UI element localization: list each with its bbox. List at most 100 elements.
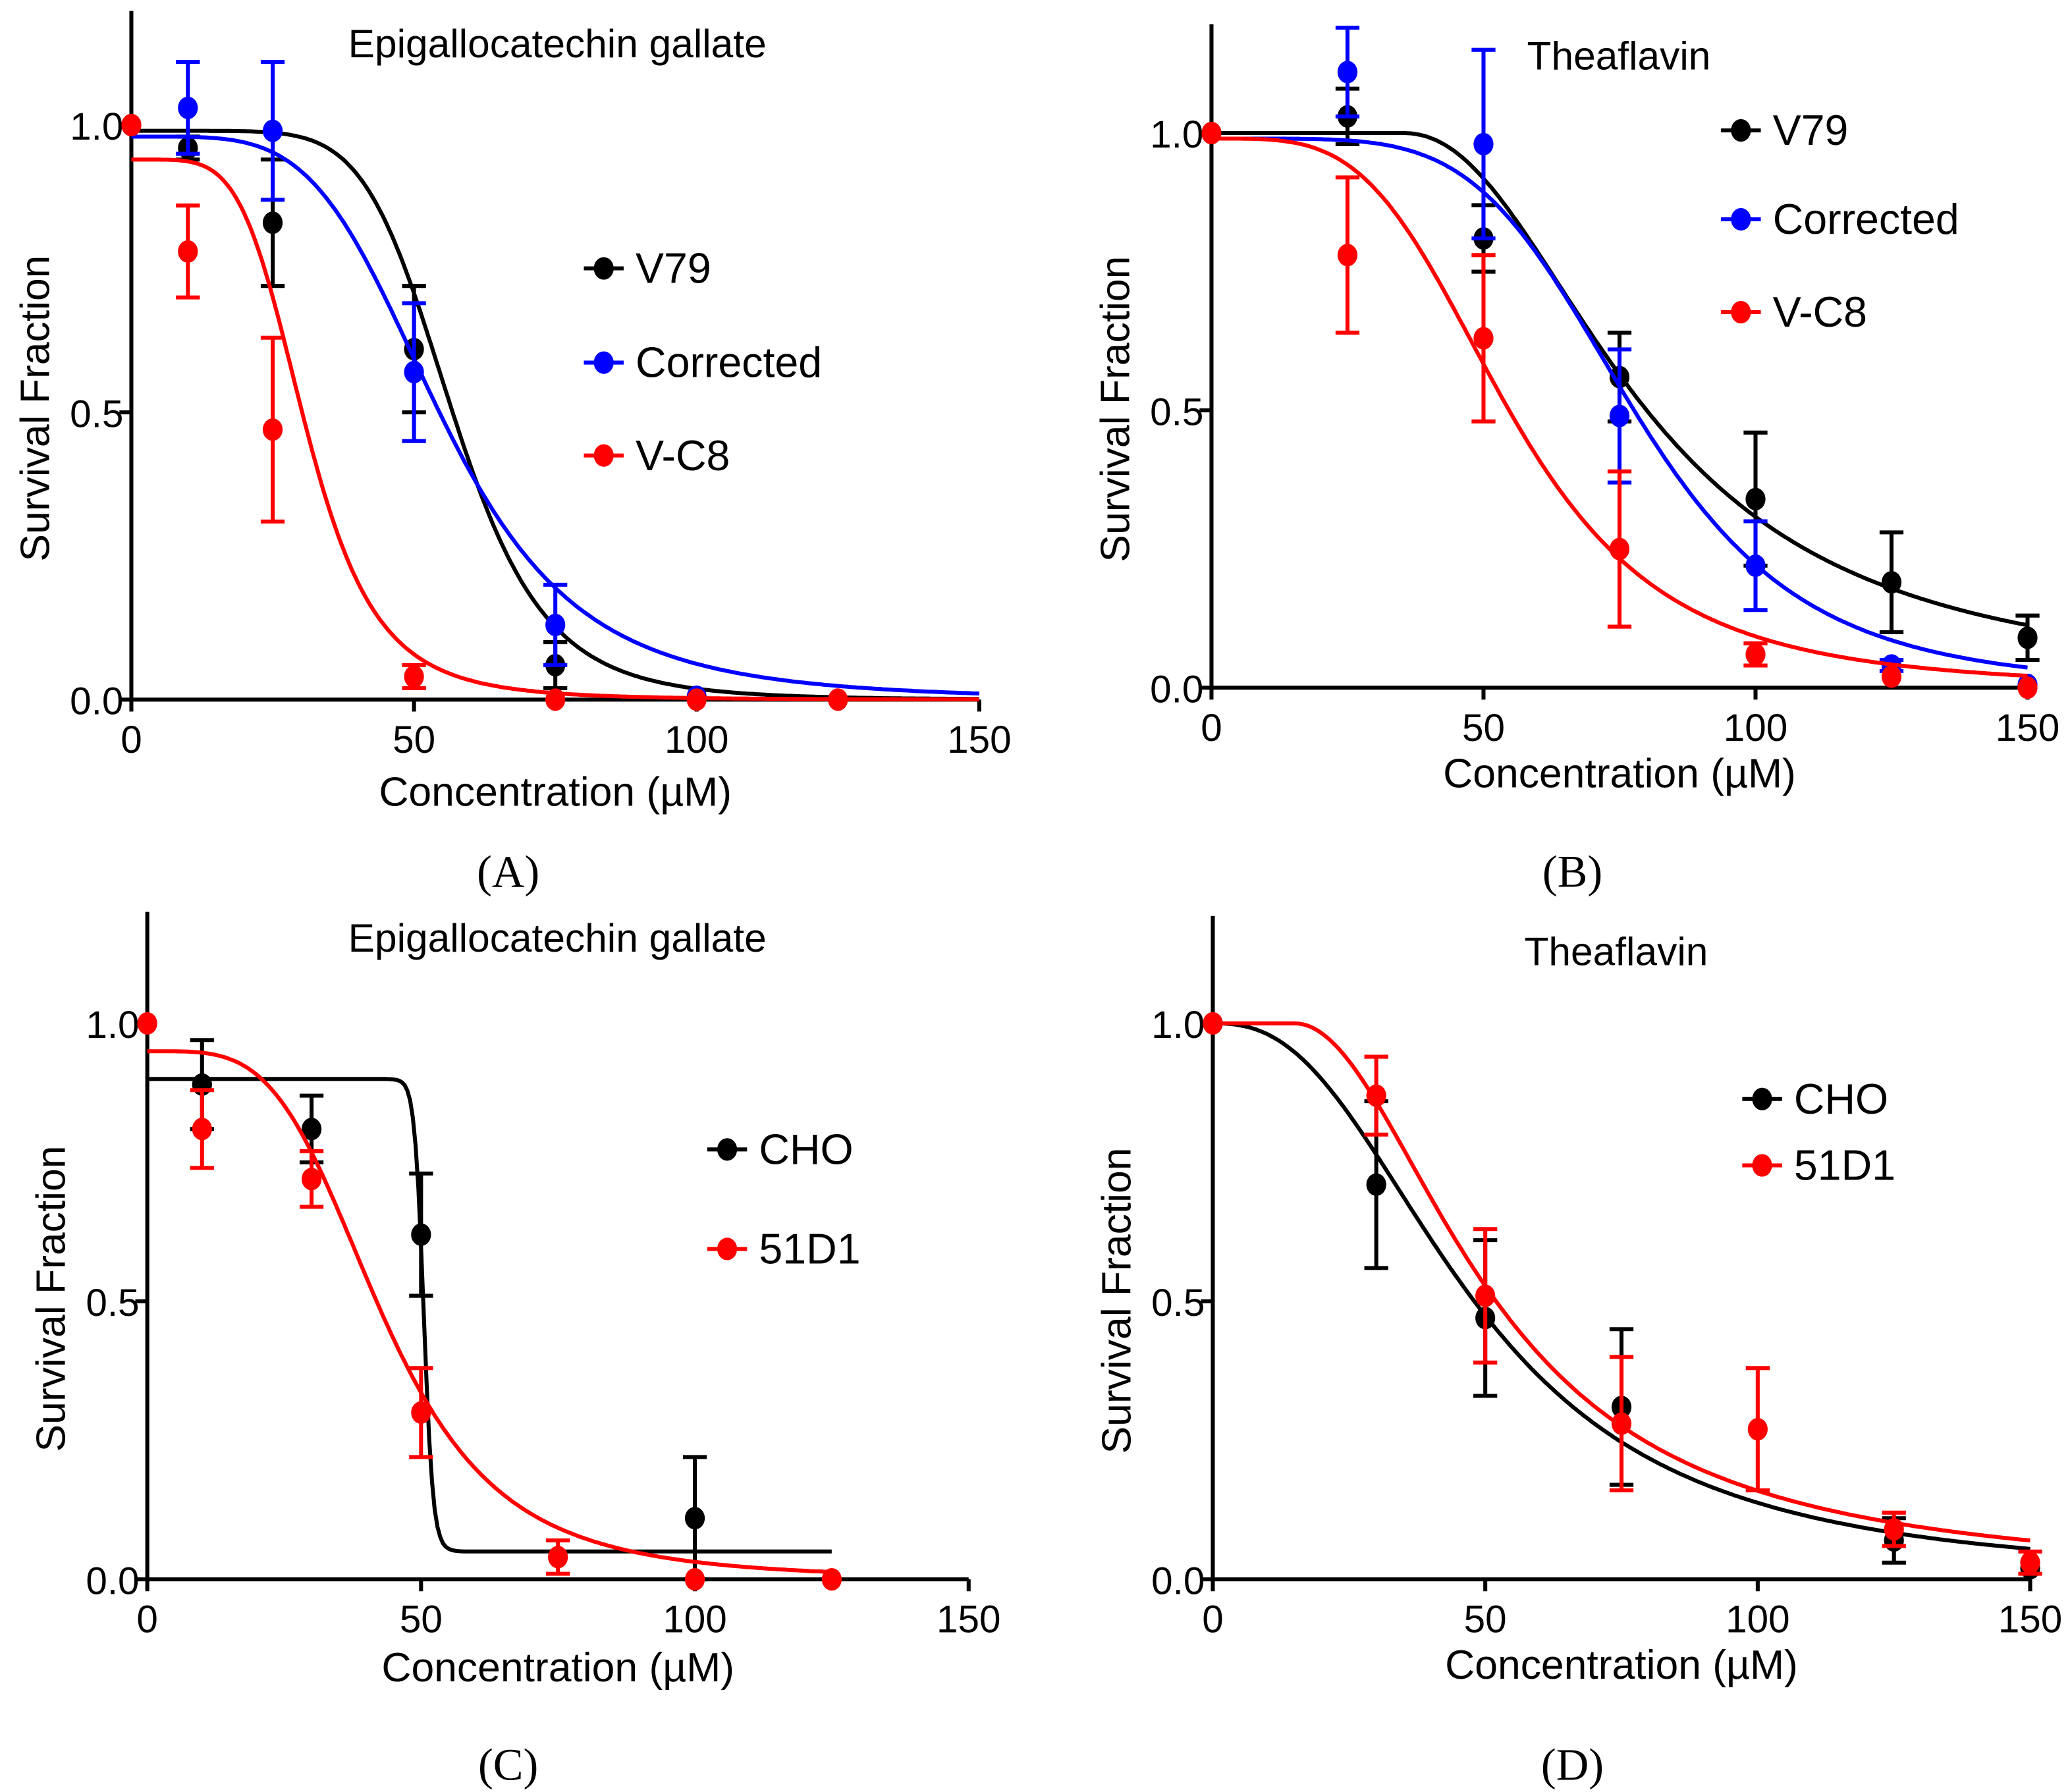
data-point [684, 1567, 705, 1591]
x-tick-label: 150 [1998, 1598, 2062, 1641]
legend-item: 51D1 [707, 1226, 861, 1273]
y-tick-label: 0.5 [1150, 391, 1203, 433]
data-point [821, 1567, 842, 1591]
legend-marker [1752, 1087, 1772, 1110]
legend-item: V79 [1721, 107, 1848, 154]
x-tick-label: 150 [1996, 707, 2059, 749]
x-axis-label: Concentration (µM) [379, 769, 732, 815]
chart-panel-b: 0 50 100 150 0.0 0.5 1.0 Survival Fraction Conce… [1093, 24, 2059, 896]
data-point [1881, 571, 1902, 594]
data-point [1747, 1418, 1768, 1441]
data-point [1473, 327, 1494, 350]
series-corrected [131, 59, 980, 709]
data-point [828, 688, 848, 711]
data-point [411, 1223, 431, 1246]
chart-title: Theaflavin [1525, 929, 1708, 973]
data-point [1366, 1173, 1386, 1196]
data-point [178, 240, 198, 263]
legend-label: V-C8 [1773, 288, 1867, 336]
legend-marker [593, 257, 614, 280]
series-cho [1203, 1012, 2040, 1580]
legend-marker [593, 444, 614, 467]
legend-item: 51D1 [1742, 1142, 1895, 1189]
legend-marker [1752, 1154, 1772, 1177]
legend-item: V-C8 [584, 432, 730, 479]
x-tick-label: 50 [1462, 707, 1505, 749]
data-point [137, 1012, 157, 1035]
data-point [684, 1507, 705, 1530]
data-point [1881, 665, 1902, 688]
panel-label: (A) [477, 846, 539, 896]
legend-label: 51D1 [1794, 1142, 1895, 1189]
legend-marker [1731, 119, 1751, 142]
y-tick-label: 0.5 [70, 393, 123, 435]
data-point [404, 360, 424, 384]
series-cho [147, 1038, 832, 1582]
chart-panel-a: 0 50 100 150 0.0 0.5 1.0 Survival Fraction Conce… [13, 11, 1012, 896]
chart-panel-c: 0 50 100 150 0.0 0.5 1.0 Survival Fraction Conce… [28, 911, 1000, 1789]
x-tick-label: 0 [121, 719, 142, 761]
panel-label: (D) [1541, 1739, 1604, 1789]
data-point [1203, 1012, 1223, 1035]
data-point [2017, 676, 2038, 699]
x-axis-label: Concentration (µM) [1445, 1642, 1798, 1688]
y-axis-label: Survival Fraction [28, 1145, 74, 1452]
series-51d1 [1203, 1012, 2042, 1576]
x-tick-label: 100 [1726, 1598, 1789, 1641]
data-point [262, 211, 283, 234]
data-point [411, 1401, 431, 1424]
y-tick-label: 1.0 [70, 105, 123, 148]
data-point [121, 113, 142, 137]
series-51d1 [137, 1012, 842, 1591]
chart-title: Epigallocatechin gallate [348, 915, 767, 960]
data-point [262, 418, 283, 441]
legend-marker [1731, 300, 1751, 324]
data-point [192, 1118, 212, 1141]
legend-item: CHO [1742, 1075, 1888, 1123]
x-tick-label: 100 [1724, 707, 1787, 749]
x-tick-label: 100 [665, 719, 728, 761]
data-point [686, 688, 707, 711]
x-tick-label: 100 [663, 1598, 726, 1641]
x-tick-label: 150 [947, 719, 1011, 761]
data-point [1609, 537, 1630, 560]
series-v-c8 [1201, 121, 2038, 699]
y-tick-label: 1.0 [1151, 1004, 1205, 1046]
legend-item: Corrected [1721, 196, 1959, 243]
chart-panel-d: 0 50 100 150 0.0 0.5 1.0 Survival Fraction Conce… [1094, 915, 2062, 1789]
x-tick-label: 150 [937, 1598, 1000, 1641]
series-v79 [121, 113, 979, 701]
y-tick-label: 0.0 [1151, 1560, 1205, 1602]
data-point [1473, 132, 1494, 155]
data-point [1337, 61, 1358, 84]
legend-item: Corrected [584, 339, 822, 387]
y-tick-label: 1.0 [1150, 113, 1203, 156]
legend-item: V-C8 [1721, 288, 1867, 336]
x-tick-label: 0 [136, 1598, 157, 1641]
y-tick-label: 0.0 [70, 680, 123, 722]
data-point [548, 1546, 568, 1569]
x-tick-label: 50 [1464, 1598, 1507, 1641]
data-point [2020, 1551, 2040, 1574]
legend-label: CHO [1794, 1075, 1888, 1123]
data-point [404, 665, 424, 688]
x-tick-label: 0 [1202, 1598, 1223, 1641]
x-tick-label: 50 [400, 1598, 443, 1641]
panel-label: (C) [478, 1739, 538, 1789]
panel-label: (B) [1542, 846, 1602, 896]
legend-item: CHO [707, 1126, 854, 1173]
x-tick-label: 0 [1201, 707, 1222, 749]
legend-marker [717, 1138, 738, 1161]
legend-label: CHO [759, 1126, 853, 1173]
legend-label: Corrected [1773, 196, 1959, 243]
legend-label: V79 [636, 245, 711, 292]
y-axis-label: Survival Fraction [1094, 1148, 1140, 1454]
data-point [1745, 554, 1766, 578]
data-point [1201, 121, 1222, 145]
data-point [1609, 404, 1630, 427]
series-v-c8 [121, 113, 979, 711]
y-tick-label: 0.5 [1151, 1282, 1205, 1324]
legend-marker [717, 1237, 738, 1261]
x-axis-label: Concentration (µM) [381, 1644, 734, 1691]
